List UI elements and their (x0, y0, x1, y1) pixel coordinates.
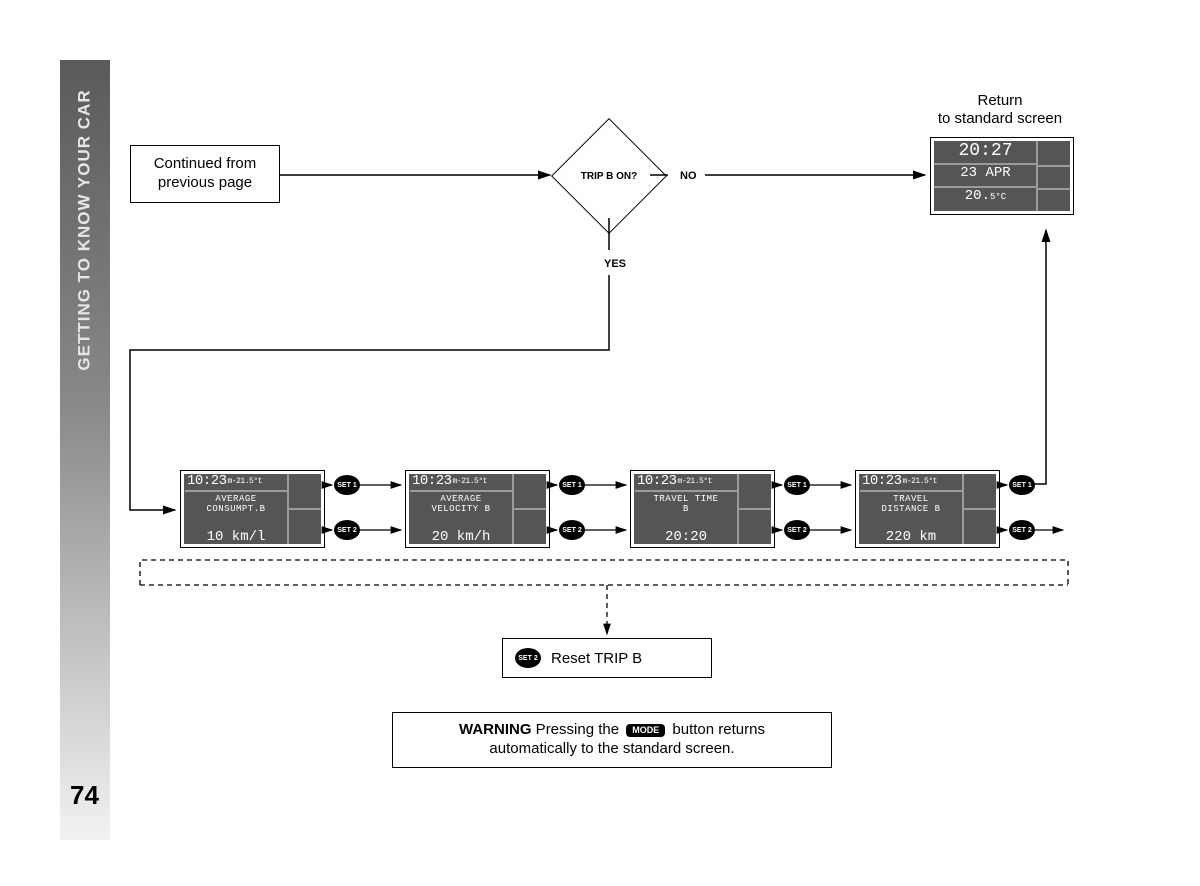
trip-screen-1: 10:23m-21.5°t AVERAGE CONSUMPT.B 10 km/l (180, 470, 325, 548)
warning-content: WARNING Pressing the MODE button returns… (459, 721, 765, 759)
section-title-text: GETTING TO KNOW YOUR CAR (75, 89, 95, 370)
lcd-label: TRAVEL DISTANCE B (860, 495, 962, 515)
lcd-label: TRAVEL TIME B (635, 495, 737, 515)
set1-button: SET 1 (559, 475, 585, 495)
set2-button: SET 2 (334, 520, 360, 540)
lcd-side-panel (287, 474, 321, 544)
lcd-side-panel (512, 474, 546, 544)
lcd-value: 20 km/h (410, 529, 512, 545)
warning-before: Pressing the (532, 721, 624, 738)
std-temp-main: 20. (965, 188, 990, 204)
reset-text: Reset TRIP B (551, 650, 642, 667)
continued-text: Continued from previous page (154, 155, 257, 193)
lcd-side-panel (962, 474, 996, 544)
continued-box: Continued from previous page (130, 145, 280, 203)
lcd-time-main: 10:23 (187, 473, 227, 489)
lcd-time: 10:23m-21.5°t (860, 472, 962, 492)
std-date: 23 APR (960, 165, 1010, 181)
lcd-value: 20:20 (635, 529, 737, 545)
return-label-text: Return to standard screen (938, 92, 1062, 127)
trip-screen-4: 10:23m-21.5°t TRAVEL DISTANCE B 220 km (855, 470, 1000, 548)
lcd-value: 220 km (860, 529, 962, 545)
set1-button: SET 1 (784, 475, 810, 495)
warning-box: WARNING Pressing the MODE button returns… (392, 712, 832, 768)
lcd-side-panel (1036, 141, 1070, 211)
warning-bold: WARNING (459, 721, 532, 738)
decision-diamond: TRIP B ON? (568, 135, 650, 217)
lcd-label: AVERAGE CONSUMPT.B (185, 495, 287, 515)
label-no: NO (680, 170, 697, 182)
page-number: 74 (70, 780, 99, 811)
lcd-time-sub: m-21.5°t (453, 477, 487, 486)
set1-button: SET 1 (1009, 475, 1035, 495)
lcd-time: 10:23m-21.5°t (635, 472, 737, 492)
set2-button: SET 2 (559, 520, 585, 540)
lcd-time-sub: m-21.5°t (678, 477, 712, 486)
std-temp-sub: 5°C (990, 192, 1006, 202)
std-time: 20:27 (958, 141, 1012, 161)
return-label: Return to standard screen (910, 92, 1090, 128)
lcd-time: 10:23m-21.5°t (185, 472, 287, 492)
lcd-time-main: 10:23 (637, 473, 677, 489)
lcd-label: AVERAGE VELOCITY B (410, 495, 512, 515)
set2-button: SET 2 (784, 520, 810, 540)
set2-icon: SET 2 (515, 648, 541, 668)
reset-box: SET 2 Reset TRIP B (502, 638, 712, 678)
lcd-value: 10 km/l (185, 529, 287, 545)
lcd-time-sub: m-21.5°t (903, 477, 937, 486)
set1-button: SET 1 (334, 475, 360, 495)
set2-button: SET 2 (1009, 520, 1035, 540)
trip-screen-2: 10:23m-21.5°t AVERAGE VELOCITY B 20 km/h (405, 470, 550, 548)
decision-text: TRIP B ON? (568, 135, 650, 217)
trip-screen-3: 10:23m-21.5°t TRAVEL TIME B 20:20 (630, 470, 775, 548)
label-yes: YES (604, 258, 626, 270)
lcd-side-panel (737, 474, 771, 544)
lcd-time-sub: m-21.5°t (228, 477, 262, 486)
lcd-time-main: 10:23 (412, 473, 452, 489)
lcd-time-main: 10:23 (862, 473, 902, 489)
lcd-time: 10:23m-21.5°t (410, 472, 512, 492)
standard-screen-lcd: 20:27 23 APR 20.5°C (930, 137, 1074, 215)
mode-chip: MODE (626, 724, 665, 737)
section-title: GETTING TO KNOW YOUR CAR (60, 60, 110, 400)
